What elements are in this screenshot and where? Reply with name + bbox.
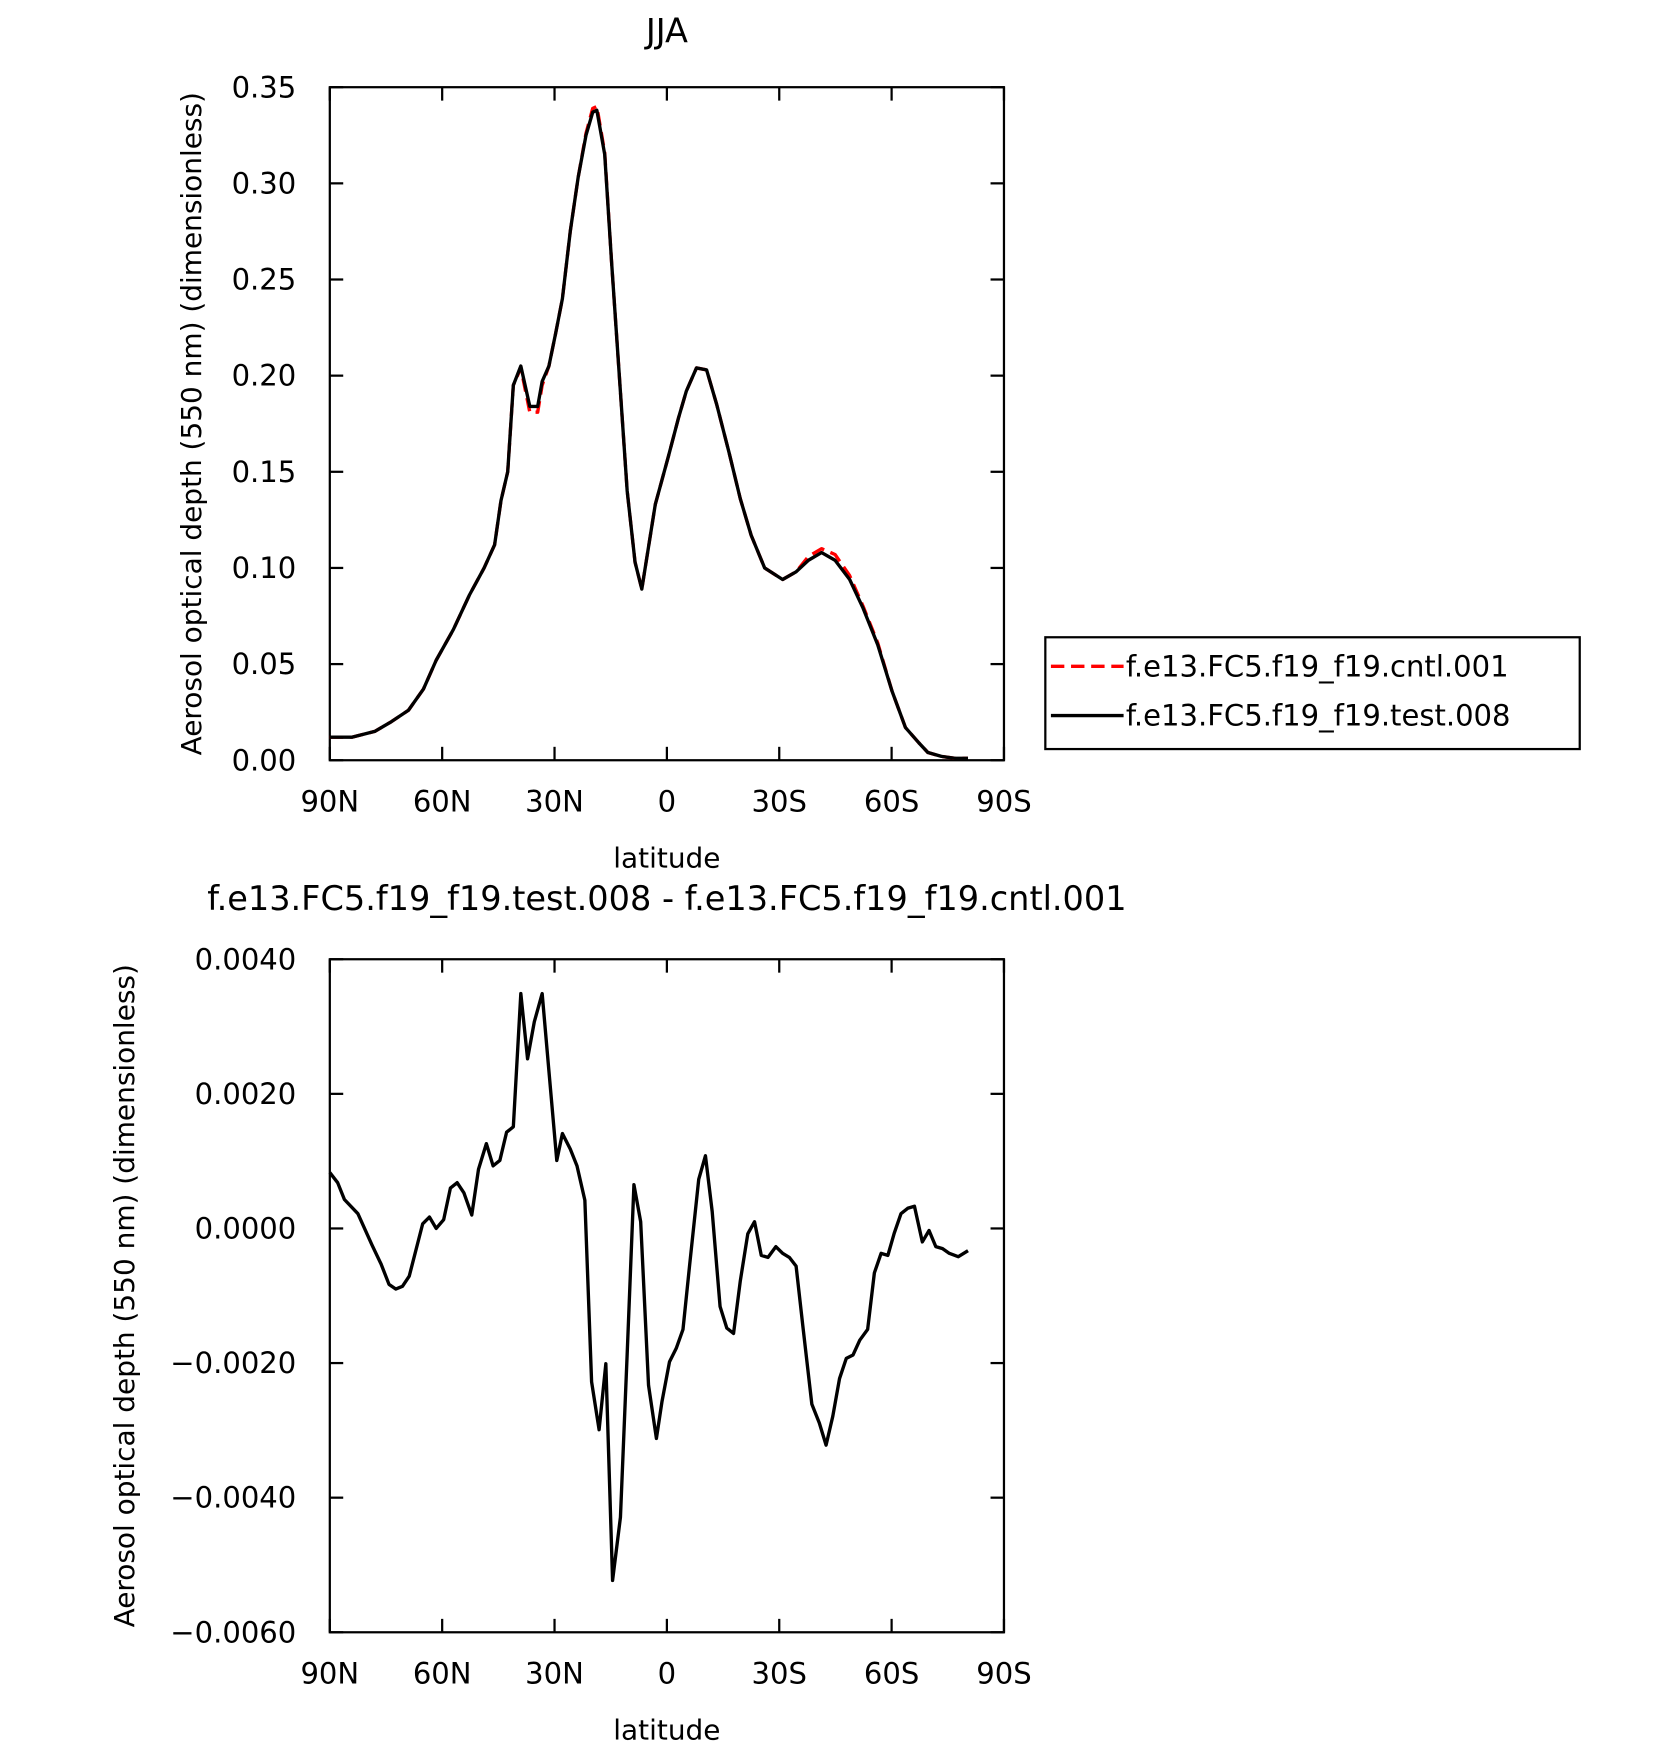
plot-frame (328, 86, 1006, 762)
x-tick-label: 30N (525, 1657, 584, 1691)
y-tick-label: 0.05 (232, 647, 297, 681)
x-tick-label: 90N (300, 1657, 359, 1691)
x-tick-label: 30S (752, 785, 807, 819)
y-tick-label: 0.35 (232, 70, 297, 104)
y-tick-label: 0.15 (232, 455, 297, 489)
x-tick-label: 30N (525, 785, 584, 819)
x-tick-label: 90N (300, 785, 359, 819)
data-line (328, 991, 969, 1583)
x-tick-label: 60S (864, 1657, 919, 1691)
data-line (329, 108, 969, 760)
y-tick-label: 0.20 (232, 359, 297, 393)
x-tick-label: 90S (976, 1657, 1031, 1691)
x-tick-label: 90S (976, 785, 1031, 819)
y-tick-label: −0.0060 (170, 1615, 296, 1649)
legend-label: f.e13.FC5.f19_f19.test.008 (1126, 699, 1511, 733)
chart-title: f.e13.FC5.f19_f19.test.008 - f.e13.FC5.f… (207, 879, 1126, 918)
legend-label: f.e13.FC5.f19_f19.cntl.001 (1126, 649, 1509, 683)
y-tick-label: 0.30 (232, 166, 297, 200)
legend-box (1044, 636, 1581, 751)
y-tick-label: −0.0040 (170, 1481, 296, 1515)
y-tick-label: 0.0040 (195, 942, 297, 976)
x-tick-label: 0 (658, 1657, 676, 1691)
x-tick-label: 30S (752, 1657, 807, 1691)
y-tick-label: 0.25 (232, 263, 297, 297)
chart-title: JJA (644, 11, 688, 50)
y-tick-label: 0.10 (232, 551, 297, 585)
y-tick-label: 0.0000 (195, 1212, 297, 1246)
y-axis-label: Aerosol optical depth (550 nm) (dimensio… (175, 92, 208, 755)
x-tick-label: 60N (413, 785, 472, 819)
y-tick-label: 0.00 (232, 743, 297, 777)
data-line (329, 104, 969, 760)
y-axis-label: Aerosol optical depth (550 nm) (dimensio… (108, 964, 141, 1627)
x-tick-label: 60N (413, 1657, 472, 1691)
x-tick-label: 60S (864, 785, 919, 819)
y-tick-label: −0.0020 (170, 1346, 296, 1380)
plot-frame (328, 958, 1006, 1634)
x-tick-label: 0 (658, 785, 676, 819)
x-axis-label: latitude (613, 1714, 720, 1741)
x-axis-label: latitude (613, 842, 720, 875)
y-tick-label: 0.0020 (195, 1077, 297, 1111)
